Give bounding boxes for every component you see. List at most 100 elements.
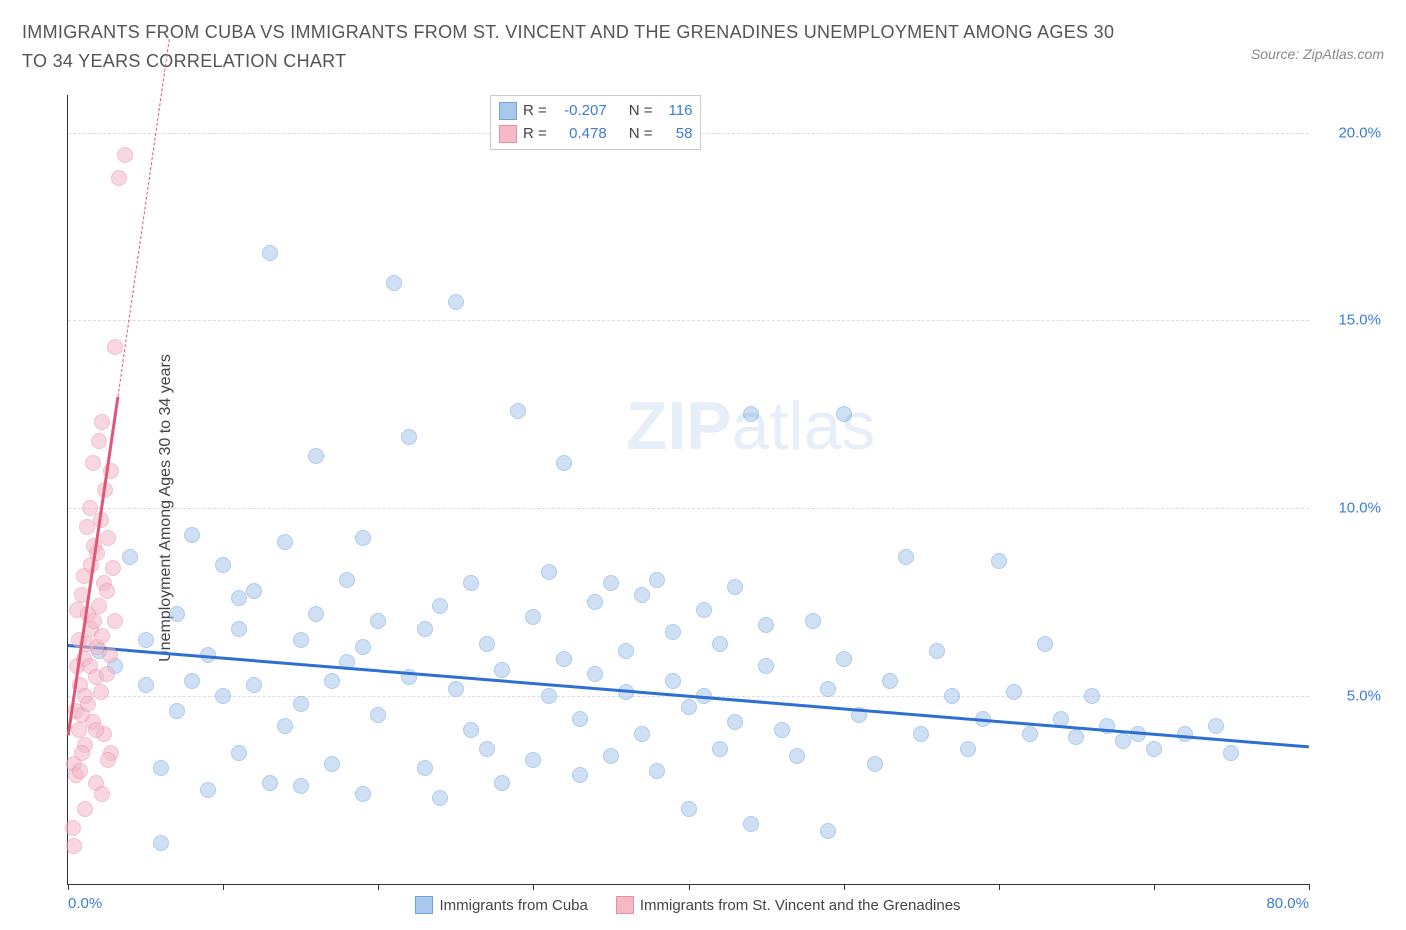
x-tick xyxy=(1154,884,1155,890)
data-point xyxy=(634,726,650,742)
data-point xyxy=(370,613,386,629)
data-point xyxy=(66,838,82,854)
data-point xyxy=(1146,741,1162,757)
data-point xyxy=(262,775,278,791)
legend-stat-row: R =-0.207N =116 xyxy=(499,100,693,123)
data-point xyxy=(293,632,309,648)
data-point xyxy=(1115,733,1131,749)
data-point xyxy=(77,801,93,817)
data-point xyxy=(743,406,759,422)
data-point xyxy=(262,245,278,261)
data-point xyxy=(417,621,433,637)
data-point xyxy=(117,147,133,163)
legend-swatch xyxy=(499,102,517,120)
chart-container: Unemployment Among Ages 30 to 34 years Z… xyxy=(22,95,1384,920)
data-point xyxy=(184,527,200,543)
data-point xyxy=(836,651,852,667)
chart-title: IMMIGRANTS FROM CUBA VS IMMIGRANTS FROM … xyxy=(22,18,1122,76)
data-point xyxy=(681,801,697,817)
data-point xyxy=(665,624,681,640)
x-tick xyxy=(844,884,845,890)
data-point xyxy=(1006,684,1022,700)
data-point xyxy=(111,170,127,186)
data-point xyxy=(308,606,324,622)
data-point xyxy=(324,756,340,772)
data-point xyxy=(541,688,557,704)
y-tick-label: 5.0% xyxy=(1347,688,1381,705)
data-point xyxy=(231,621,247,637)
data-point xyxy=(1208,718,1224,734)
data-point xyxy=(93,684,109,700)
data-point xyxy=(1022,726,1038,742)
data-point xyxy=(510,403,526,419)
y-tick-label: 10.0% xyxy=(1338,500,1381,517)
data-point xyxy=(867,756,883,772)
n-label: N = xyxy=(629,123,653,146)
data-point xyxy=(386,275,402,291)
n-label: N = xyxy=(629,100,653,123)
data-point xyxy=(355,786,371,802)
data-point xyxy=(99,666,115,682)
data-point xyxy=(91,433,107,449)
legend-swatch xyxy=(415,896,433,914)
source-label: Source: ZipAtlas.com xyxy=(1251,46,1384,62)
x-tick-label: 80.0% xyxy=(1266,895,1309,912)
data-point xyxy=(494,662,510,678)
data-point xyxy=(696,602,712,618)
data-point xyxy=(100,530,116,546)
data-point xyxy=(277,534,293,550)
data-point xyxy=(572,711,588,727)
x-tick xyxy=(68,884,69,890)
gridline xyxy=(68,508,1309,509)
data-point xyxy=(463,575,479,591)
data-point xyxy=(448,294,464,310)
r-value: 0.478 xyxy=(553,123,607,146)
data-point xyxy=(122,549,138,565)
data-point xyxy=(681,699,697,715)
data-point xyxy=(153,835,169,851)
data-point xyxy=(86,613,102,629)
data-point xyxy=(572,767,588,783)
data-point xyxy=(541,564,557,580)
data-point xyxy=(105,560,121,576)
legend-swatch xyxy=(616,896,634,914)
data-point xyxy=(401,429,417,445)
x-tick xyxy=(223,884,224,890)
data-point xyxy=(944,688,960,704)
data-point xyxy=(525,609,541,625)
data-point xyxy=(820,823,836,839)
data-point xyxy=(308,448,324,464)
x-tick-label: 0.0% xyxy=(68,895,102,912)
data-point xyxy=(525,752,541,768)
data-point xyxy=(603,575,619,591)
gridline xyxy=(68,320,1309,321)
data-point xyxy=(231,590,247,606)
data-point xyxy=(324,673,340,689)
data-point xyxy=(1068,729,1084,745)
data-point xyxy=(355,530,371,546)
data-point xyxy=(246,583,262,599)
legend-series-item: Immigrants from St. Vincent and the Gren… xyxy=(616,896,961,914)
data-point xyxy=(836,406,852,422)
data-point xyxy=(789,748,805,764)
r-value: -0.207 xyxy=(553,100,607,123)
data-point xyxy=(1177,726,1193,742)
data-point xyxy=(712,741,728,757)
trend-line-dashed xyxy=(117,39,169,396)
data-point xyxy=(991,553,1007,569)
data-point xyxy=(649,763,665,779)
data-point xyxy=(246,677,262,693)
data-point xyxy=(293,778,309,794)
data-point xyxy=(587,666,603,682)
data-point xyxy=(107,613,123,629)
data-point xyxy=(882,673,898,689)
data-point xyxy=(805,613,821,629)
data-point xyxy=(743,816,759,832)
data-point xyxy=(231,745,247,761)
data-point xyxy=(448,681,464,697)
legend-stat-row: R =0.478N =58 xyxy=(499,123,693,146)
data-point xyxy=(463,722,479,738)
data-point xyxy=(665,673,681,689)
legend-series-label: Immigrants from St. Vincent and the Gren… xyxy=(640,897,961,914)
data-point xyxy=(100,752,116,768)
